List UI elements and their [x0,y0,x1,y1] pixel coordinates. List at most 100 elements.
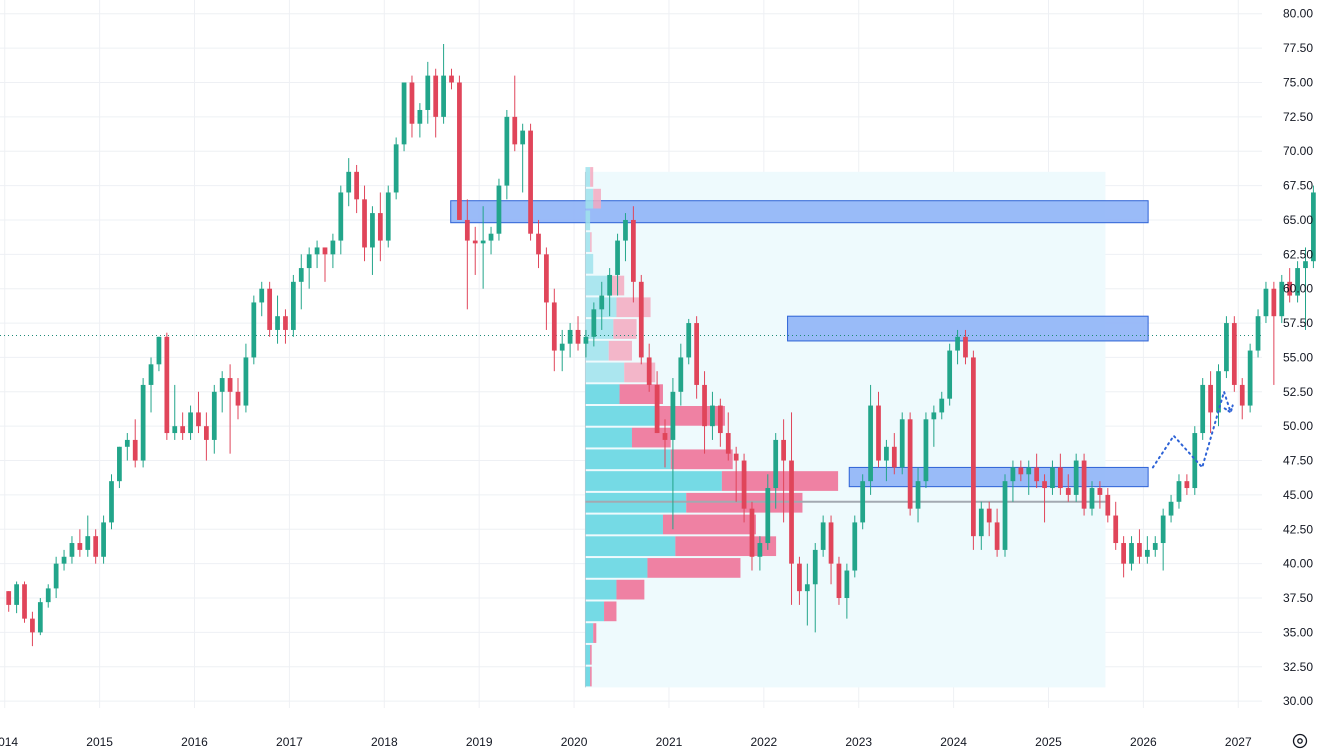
y-tick-label: 47.50 [1283,454,1313,468]
candle-body [670,391,676,440]
x-tick-label: 2017 [276,735,303,749]
x-tick-label: 2025 [1035,735,1062,749]
candle-body [1129,543,1134,564]
x-tick-label: 2026 [1130,735,1157,749]
y-tick-label: 55.00 [1283,350,1313,364]
candle-body [978,508,984,537]
candle-body [1057,467,1063,489]
candle-body [172,426,178,434]
candle-body [1231,323,1237,385]
candle-body [243,357,249,406]
vp-bar-up [585,536,676,557]
candle-body [868,405,873,482]
candle-body [512,116,518,145]
candle-body [496,185,502,234]
candle-body [567,329,573,344]
candle-body [559,343,565,351]
candle-body [45,588,51,603]
candle-body [583,336,589,344]
candle-body [37,602,43,633]
candle-body [1200,384,1206,434]
candlestick-series [6,43,1316,647]
candle-body [1224,323,1229,372]
candle-body [1121,543,1126,564]
candle-body [820,522,826,550]
vp-bar-up [585,449,671,470]
candle-body [654,384,660,434]
vp-bar-down [647,558,741,578]
vp-bar-down [670,449,733,470]
gear-icon[interactable] [1291,732,1309,750]
candle-body [1263,288,1269,317]
candle-body [1160,515,1166,544]
candle-body [425,75,431,110]
candle-body [781,439,786,461]
y-tick-label: 70.00 [1283,144,1313,158]
y-tick-label: 77.50 [1283,41,1313,55]
candle-body [401,82,407,145]
candle-body [338,192,344,241]
price-axis[interactable]: 80.00 77.50 75.00 72.50 70.00 67.50 65.00 62.50… [1283,7,1313,708]
candle-body [1295,268,1300,296]
candle-body [164,336,170,434]
vp-bar-down [613,319,637,339]
candle-body [678,357,684,392]
candle-body [631,219,636,282]
candle-body [757,543,763,557]
candle-body [591,309,597,337]
candle-body [393,144,399,193]
x-tick-label: 2023 [845,735,872,749]
candle-body [188,412,193,434]
candle-body [1208,384,1213,413]
candle-body [694,323,700,385]
candle-body [346,171,352,193]
candle-body [1113,515,1119,544]
vp-bar-down [593,188,601,209]
candle-body [449,75,454,83]
candle-body [1002,481,1008,550]
vp-bar-down [590,666,592,687]
candle-body [1065,488,1071,495]
projection-path[interactable] [1151,388,1234,470]
y-tick-label: 67.50 [1283,179,1313,193]
candle-body [741,460,747,509]
x-tick-label: 2018 [371,735,398,749]
vp-bar-up [585,471,722,491]
candle-body [235,391,241,406]
y-tick-label: 45.00 [1283,488,1313,502]
candle-body [1279,281,1285,317]
candle-body [140,384,146,461]
candle-body [1168,501,1174,516]
candle-body [259,288,265,303]
candle-body [899,419,905,468]
candle-body [504,116,510,186]
candle-body [638,281,644,358]
candle-body [1303,261,1308,269]
candle-body [219,378,225,392]
candle-body [1287,281,1293,296]
candle-body [330,240,336,255]
vp-bar-down [608,275,625,296]
candle-body [860,481,866,523]
candle-body [607,274,613,296]
vp-bar-down [616,579,645,600]
candle-body [844,570,850,599]
candle-body [441,75,446,117]
candle-body [1152,543,1158,550]
candle-body [907,419,913,509]
y-tick-label: 80.00 [1283,7,1313,21]
vp-bar-down [604,601,617,622]
y-tick-label: 75.00 [1283,75,1313,89]
candle-body [986,508,992,523]
candle-body [749,508,755,557]
candle-body [30,618,35,633]
candle-body [599,295,605,310]
candle-body [314,247,320,255]
time-axis[interactable]: 2014 2015 2016 2017 2018 2019 2020 2021 2022 2023… [0,735,1252,749]
candle-body [77,543,83,550]
candle-body [298,268,304,282]
candle-body [251,302,257,358]
candle-body [662,433,668,440]
candle-body [69,543,75,557]
